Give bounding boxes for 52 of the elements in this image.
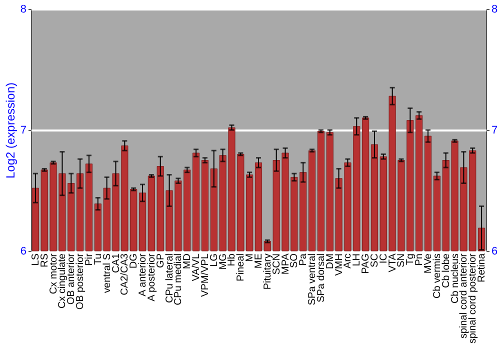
x-tick-label: SC <box>369 254 380 268</box>
x-tick-label: Cx cingulate <box>57 253 68 309</box>
x-tick-label: Pa <box>298 253 310 266</box>
y-axis-title: Log2 (expression) <box>3 82 18 179</box>
x-tick-label: ventral S <box>102 253 113 293</box>
y2-tick-label: 7 <box>492 124 498 136</box>
x-tick-label: A anterior <box>138 252 149 296</box>
x-tick-label: Tu <box>92 254 104 265</box>
x-tick-label: Retina <box>476 253 488 282</box>
x-tick-label: CA1 <box>110 253 122 273</box>
x-tick-label: SN <box>396 254 408 268</box>
x-tick-label: LG <box>208 253 220 267</box>
y-tick-label: 7 <box>20 124 26 136</box>
x-tick-label: CPu medial <box>173 254 184 306</box>
x-tick-label: spinal cord anterior <box>458 252 470 339</box>
x-tick-label: ME <box>254 253 264 268</box>
x-tick-label: spinal cord posterior <box>468 252 479 344</box>
x-tick-label: CA2/CA3 <box>120 253 131 296</box>
x-tick-label: GP <box>155 253 166 268</box>
x-tick-label: Arc <box>342 254 354 268</box>
x-tick-label: LS <box>30 253 42 266</box>
x-tick-label: Pineal <box>236 254 247 282</box>
y-tick-label: 6 <box>20 246 26 258</box>
x-tick-label: MVe <box>423 253 434 274</box>
x-tick-label: M <box>244 254 256 262</box>
x-tick-label: DG <box>128 253 140 268</box>
x-tick-label: SCN <box>271 254 282 275</box>
y2-tick-label: 8 <box>492 4 498 16</box>
x-tick-label: IC <box>378 254 390 264</box>
x-tick-label: A posterior <box>146 252 158 302</box>
x-tick-label: Cb nucleus <box>450 254 461 304</box>
x-tick-label: VPM/VPL <box>200 253 211 297</box>
x-tick-label: Cb lobe <box>440 253 452 288</box>
x-tick-label: SO <box>289 253 300 268</box>
x-tick-label: SPa dorsal <box>316 254 327 302</box>
x-tick-label: Tg <box>405 254 416 266</box>
x-tick-label: OB posterior <box>75 252 86 310</box>
x-tick-label: VMH <box>334 254 345 276</box>
x-tick-label: MPA <box>280 253 292 274</box>
x-tick-label: Pituitary <box>262 254 274 290</box>
x-tick-label: Cb vermis <box>432 254 443 299</box>
x-tick-label: RS <box>39 253 50 268</box>
x-tick-label: OB anterior <box>66 252 78 305</box>
x-tick-label: Pn <box>414 254 426 266</box>
y2-tick-label: 6 <box>492 246 498 258</box>
x-tick-label: PAG <box>360 253 372 274</box>
y-tick-label: 8 <box>20 4 26 16</box>
x-tick-label: Hb <box>226 253 238 266</box>
x-tick-label: VTA <box>387 253 398 272</box>
x-tick-label: DM <box>324 254 336 270</box>
x-tick-label: LH <box>352 254 363 266</box>
x-tick-label: Pir <box>84 252 95 266</box>
